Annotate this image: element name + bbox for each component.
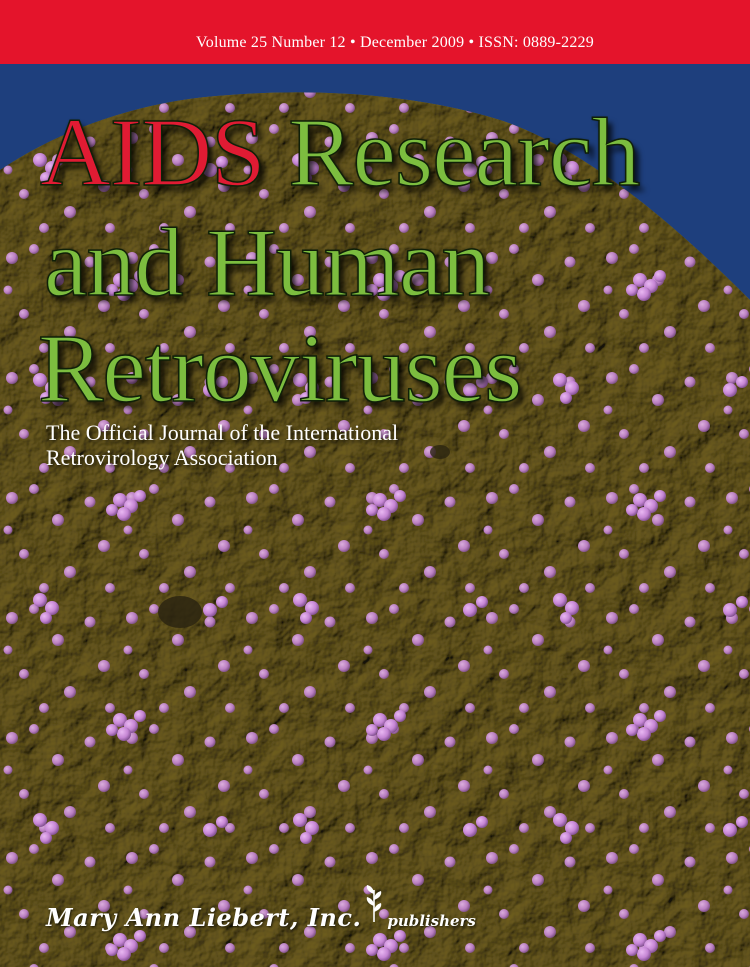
subtitle-line-1: The Official Journal of the Internationa… bbox=[46, 420, 399, 445]
publisher-name: Mary Ann Liebert, Inc. bbox=[46, 903, 362, 932]
journal-title-line-2: and Human bbox=[43, 209, 491, 317]
journal-title-line-3: Retroviruses bbox=[37, 315, 523, 423]
plant-sprig-icon bbox=[367, 885, 382, 922]
subtitle-line-2: Retrovirology Association bbox=[46, 445, 278, 470]
journal-subtitle: The Official Journal of the Internationa… bbox=[46, 420, 398, 470]
title-research: Research bbox=[287, 99, 641, 207]
publisher-suffix: publishers bbox=[387, 912, 476, 930]
publisher-logo: Mary Ann Liebert, Inc. publishers bbox=[46, 884, 476, 932]
cover-micrograph bbox=[0, 64, 750, 967]
issue-banner: Volume 25 Number 12 • December 2009 • IS… bbox=[0, 0, 750, 64]
title-aids: AIDS bbox=[39, 99, 266, 207]
journal-title-line-1: AIDS Research bbox=[39, 103, 641, 203]
issue-info: Volume 25 Number 12 • December 2009 • IS… bbox=[196, 34, 594, 51]
